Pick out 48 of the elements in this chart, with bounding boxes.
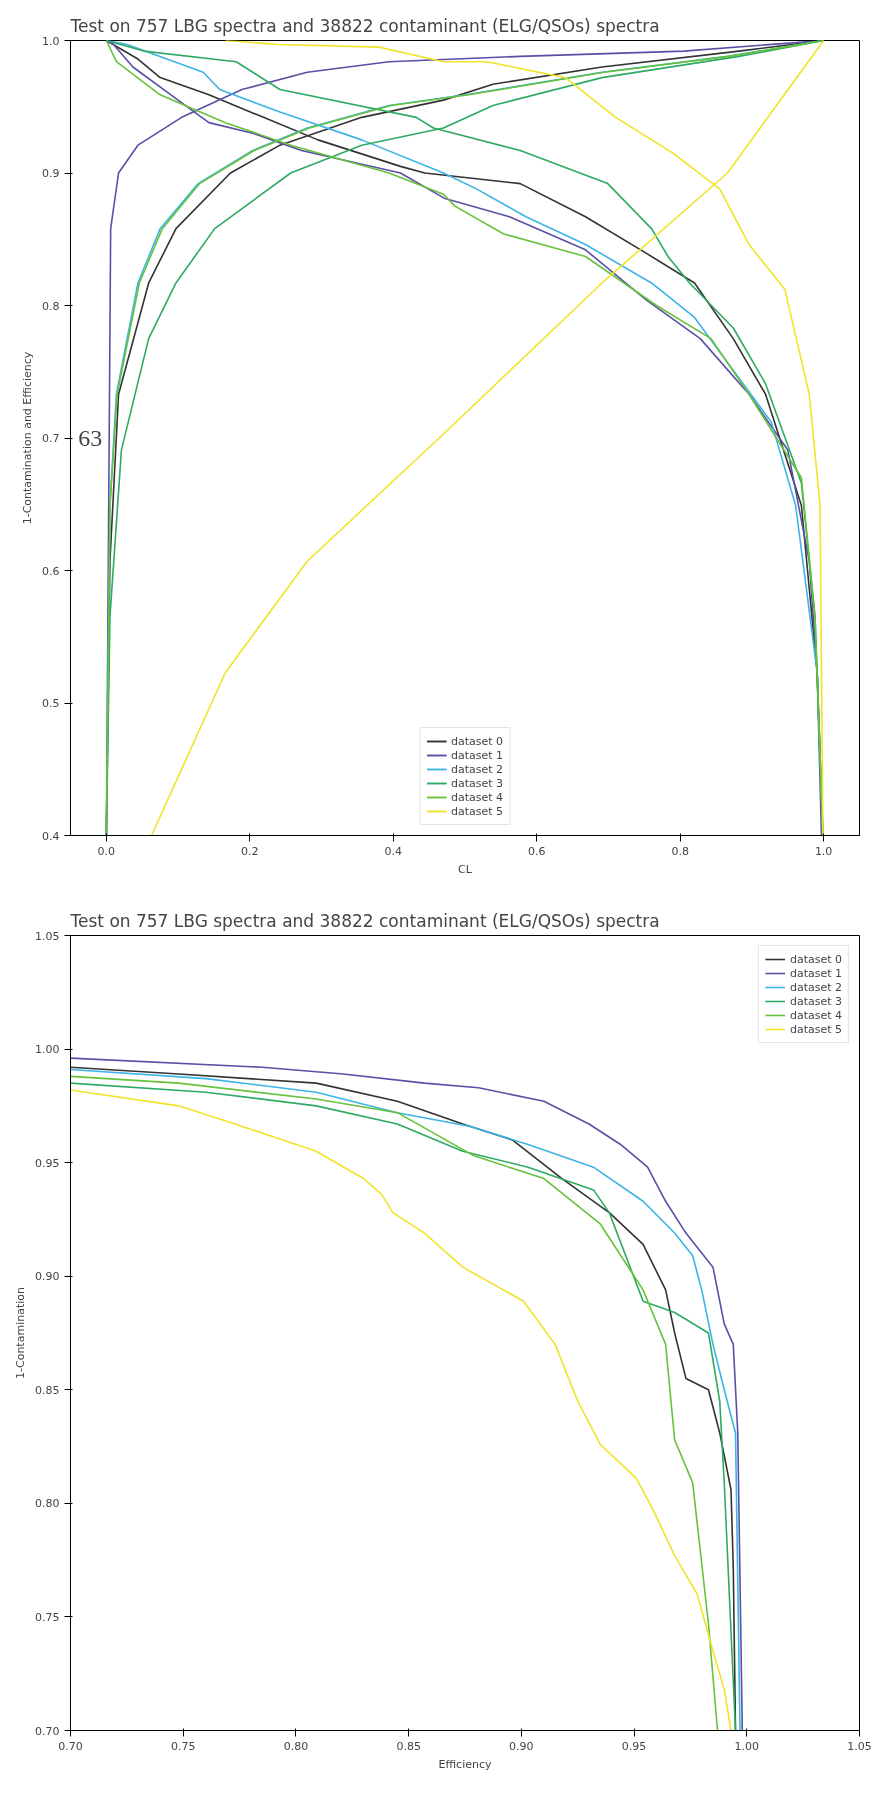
x-tick-label: 0.8: [671, 844, 689, 858]
legend-label: dataset 0: [789, 952, 842, 966]
y-tick-label: 0.90: [35, 1270, 60, 1284]
legend-label: dataset 2: [450, 762, 504, 776]
chart-title: Test on 757 LBG spectra and 38822 contaminant (ELG/QSOs) spectra: [69, 910, 660, 931]
y-tick-label: 0.85: [35, 1383, 60, 1397]
y-tick-label: 0.6: [42, 564, 60, 578]
x-tick-label: 0.85: [396, 1739, 421, 1753]
y-tick-label: 0.95: [35, 1156, 60, 1170]
x-tick-label: 0.4: [384, 844, 403, 858]
legend-label: dataset 3: [789, 994, 842, 1008]
legend-label: dataset 3: [450, 776, 504, 790]
y-tick-label: 0.7: [42, 432, 60, 445]
chart-title: Test on 757 LBG spectra and 38822 contaminant (ELG/QSOs) spectra: [69, 15, 660, 36]
y-tick-label: 0.75: [35, 1610, 60, 1624]
legend-label: dataset 4: [450, 790, 504, 804]
y-tick-label: 1.00: [35, 1043, 60, 1057]
legend-label: dataset 4: [789, 1008, 842, 1022]
x-tick-label: 0.6: [527, 844, 546, 858]
x-axis-title: CL: [458, 862, 473, 876]
y-tick-label: 0.80: [35, 1497, 60, 1511]
x-tick-label: 0.0: [97, 844, 116, 858]
legend-label: dataset 1: [789, 966, 842, 980]
x-axis-title: Efficiency: [438, 1757, 492, 1771]
legend-label: dataset 5: [450, 804, 504, 818]
legend-label: dataset 5: [789, 1022, 842, 1036]
y-axis-title: 1-Contamination and Efficiency: [21, 351, 35, 525]
y-tick-label: 1.0: [42, 34, 60, 48]
x-tick-label: 1.05: [847, 1739, 872, 1753]
x-tick-label: 0.2: [241, 844, 259, 858]
y-tick-label: 0.70: [35, 1724, 60, 1738]
legend-label: dataset 1: [450, 748, 504, 762]
x-tick-label: 0.75: [170, 1739, 196, 1753]
y-tick-label: 0.4: [42, 829, 60, 843]
y-tick-label: 0.5: [42, 697, 60, 710]
legend-label: dataset 2: [789, 980, 842, 994]
y-tick-label: 1.05: [35, 929, 60, 943]
legend-label: dataset 0: [450, 734, 504, 748]
annotation: 63: [78, 424, 103, 451]
y-axis-title: 1-Contamination: [14, 1286, 28, 1379]
x-tick-label: 0.95: [621, 1739, 647, 1753]
x-tick-label: 1.0: [814, 844, 833, 858]
x-tick-label: 0.90: [509, 1739, 534, 1753]
y-tick-label: 0.9: [42, 167, 60, 180]
x-tick-label: 0.80: [283, 1739, 309, 1753]
y-tick-label: 0.8: [42, 299, 60, 313]
x-tick-label: 0.70: [58, 1739, 83, 1753]
x-tick-label: 1.00: [734, 1739, 760, 1753]
